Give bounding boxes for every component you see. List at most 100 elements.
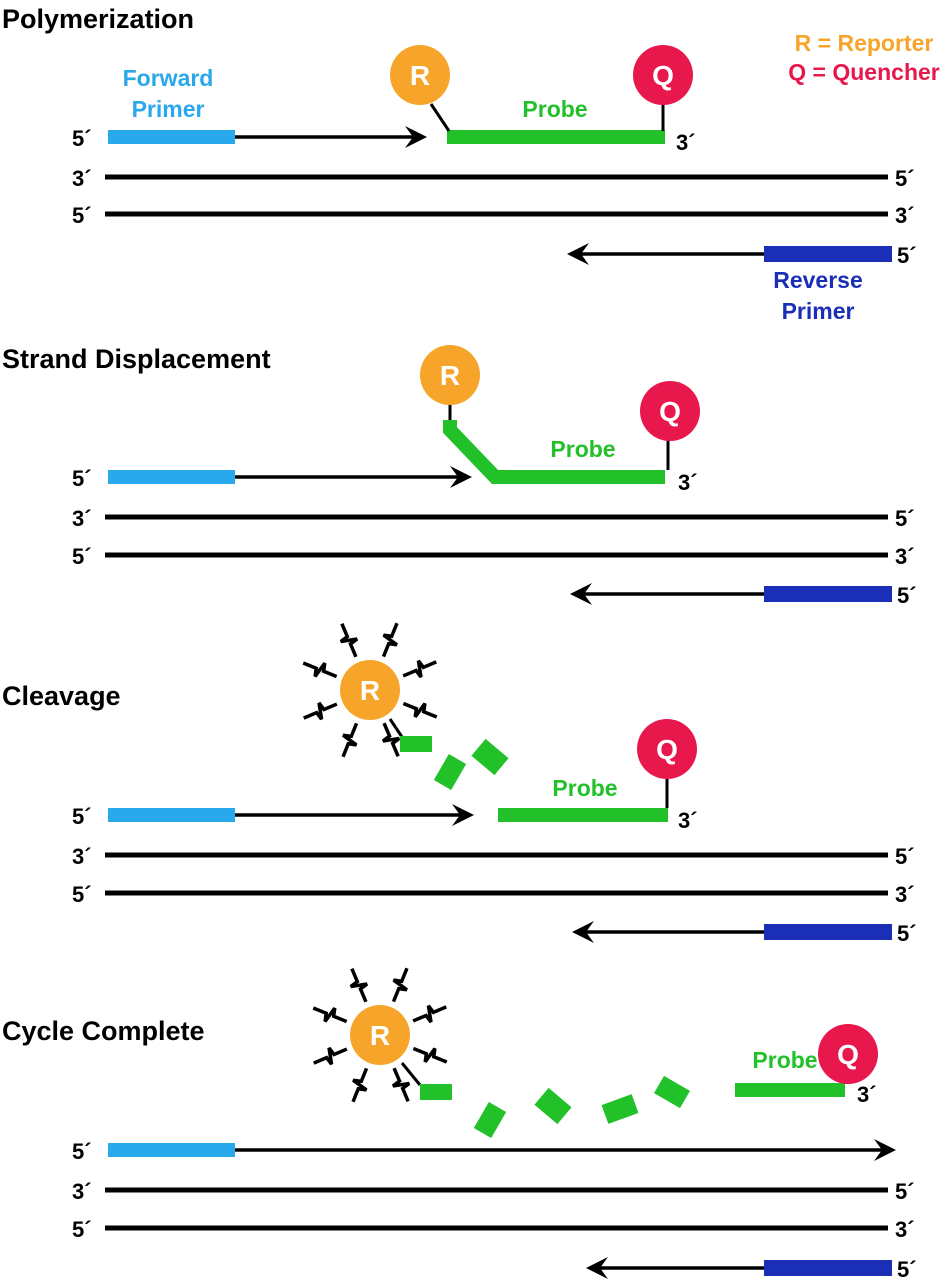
five-prime-label: 5´ (72, 1217, 92, 1242)
three-prime-label: 3´ (72, 844, 92, 869)
panel-title-cleavage: Cleavage (2, 681, 121, 711)
emission-ray (351, 1067, 369, 1103)
legend-quencher: Q = Quencher (788, 59, 940, 85)
panel-title-cycle-complete: Cycle Complete (2, 1016, 205, 1046)
five-prime-label: 5´ (72, 1139, 92, 1164)
five-prime-label: 5´ (72, 203, 92, 228)
quencher-dye: Q (637, 719, 697, 779)
reverse-primer (764, 246, 892, 262)
forward-primer (108, 470, 235, 484)
quencher-dye-letter: Q (659, 396, 681, 427)
emission-ray (402, 659, 437, 679)
quencher-dye: Q (633, 45, 693, 105)
released-reporter-dye-letter: R (370, 1020, 390, 1051)
released-reporter-dye: R (340, 660, 400, 720)
reporter-dye: R (390, 45, 450, 105)
emission-ray (303, 701, 338, 721)
reporter-linker (388, 718, 404, 738)
legend-reporter: R = Reporter (795, 30, 934, 56)
emission-ray (412, 1004, 447, 1024)
released-reporter-dye: R (350, 1005, 410, 1065)
reporter-dye: R (420, 345, 480, 405)
quencher-dye-circle (637, 719, 697, 779)
reporter-dye-letter: R (440, 360, 460, 391)
probe-label: Probe (550, 436, 615, 462)
reporter-dye-circle (420, 345, 480, 405)
emission-ray (312, 1006, 348, 1024)
emission-ray (302, 661, 338, 679)
reverse-extension-arrow (567, 243, 589, 265)
cleaved-probe-fragment (420, 1084, 452, 1100)
reverse-primer (764, 586, 892, 602)
cleaved-probe-fragment (473, 1102, 507, 1138)
three-prime-label: 3´ (857, 1082, 877, 1107)
reverse-primer-label: Reverse (773, 267, 863, 293)
cleaved-probe-fragment (654, 1075, 690, 1109)
reverse-extension-arrow (572, 921, 594, 943)
three-prime-label: 3´ (72, 506, 92, 531)
probe (498, 808, 668, 822)
probe-label: Probe (552, 775, 617, 801)
five-prime-label: 5´ (895, 166, 915, 191)
emission-ray (349, 968, 369, 1003)
reverse-primer-label: Primer (782, 298, 855, 324)
quencher-dye-letter: Q (652, 60, 674, 91)
reporter-linker (400, 1062, 422, 1086)
three-prime-label: 3´ (676, 130, 696, 155)
cleaved-probe-fragment (471, 738, 509, 776)
reporter-dye-circle (390, 45, 450, 105)
forward-primer (108, 1143, 235, 1157)
quencher-dye: Q (640, 381, 700, 441)
probe (735, 1083, 845, 1097)
cleaved-probe-fragment (601, 1094, 639, 1124)
three-prime-label: 3´ (678, 808, 698, 833)
forward-primer (108, 130, 235, 144)
five-prime-label: 5´ (895, 1179, 915, 1204)
reverse-extension-arrow (586, 1257, 608, 1279)
reverse-extension-arrow (570, 583, 592, 605)
three-prime-label: 3´ (895, 544, 915, 569)
probe-label: Probe (522, 96, 587, 122)
extension-arrow (874, 1139, 896, 1161)
three-prime-label: 3´ (72, 166, 92, 191)
five-prime-label: 5´ (897, 243, 917, 268)
three-prime-label: 3´ (895, 1217, 915, 1242)
reporter-dye-letter: R (410, 60, 430, 91)
five-prime-label: 5´ (72, 466, 92, 491)
emission-ray (339, 623, 359, 658)
panel-title-strand-displacement: Strand Displacement (2, 344, 271, 374)
quencher-dye-circle (633, 45, 693, 105)
extension-arrow (452, 804, 474, 826)
five-prime-label: 5´ (895, 506, 915, 531)
quencher-dye-letter: Q (656, 734, 678, 765)
probe-label: Probe (752, 1047, 817, 1073)
emission-ray (412, 1046, 448, 1064)
quencher-dye-circle (640, 381, 700, 441)
emission-ray (313, 1046, 348, 1066)
cleaved-probe-fragment (433, 754, 467, 790)
probe (447, 130, 665, 144)
five-prime-label: 5´ (897, 1257, 917, 1280)
released-reporter-dye-circle (350, 1005, 410, 1065)
emission-ray (391, 1067, 411, 1102)
extension-arrow (450, 466, 472, 488)
three-prime-label: 3´ (72, 1179, 92, 1204)
reporter-fluorescence-rays (302, 622, 438, 758)
probe (443, 420, 665, 484)
cleaved-probe-fragment (534, 1087, 572, 1125)
quencher-dye: Q (818, 1024, 878, 1084)
forward-primer-label: Forward (123, 65, 214, 91)
reverse-primer (764, 1260, 892, 1276)
reporter-fluorescence-rays (312, 967, 448, 1103)
three-prime-label: 3´ (895, 203, 915, 228)
emission-ray (391, 967, 409, 1003)
quencher-dye-circle (818, 1024, 878, 1084)
cleaved-probe-fragment (400, 736, 432, 752)
extension-arrow (405, 126, 427, 148)
forward-primer (108, 808, 235, 822)
emission-ray (381, 622, 399, 658)
five-prime-label: 5´ (72, 126, 92, 151)
forward-primer-label: Primer (132, 96, 205, 122)
quencher-dye-letter: Q (837, 1039, 859, 1070)
